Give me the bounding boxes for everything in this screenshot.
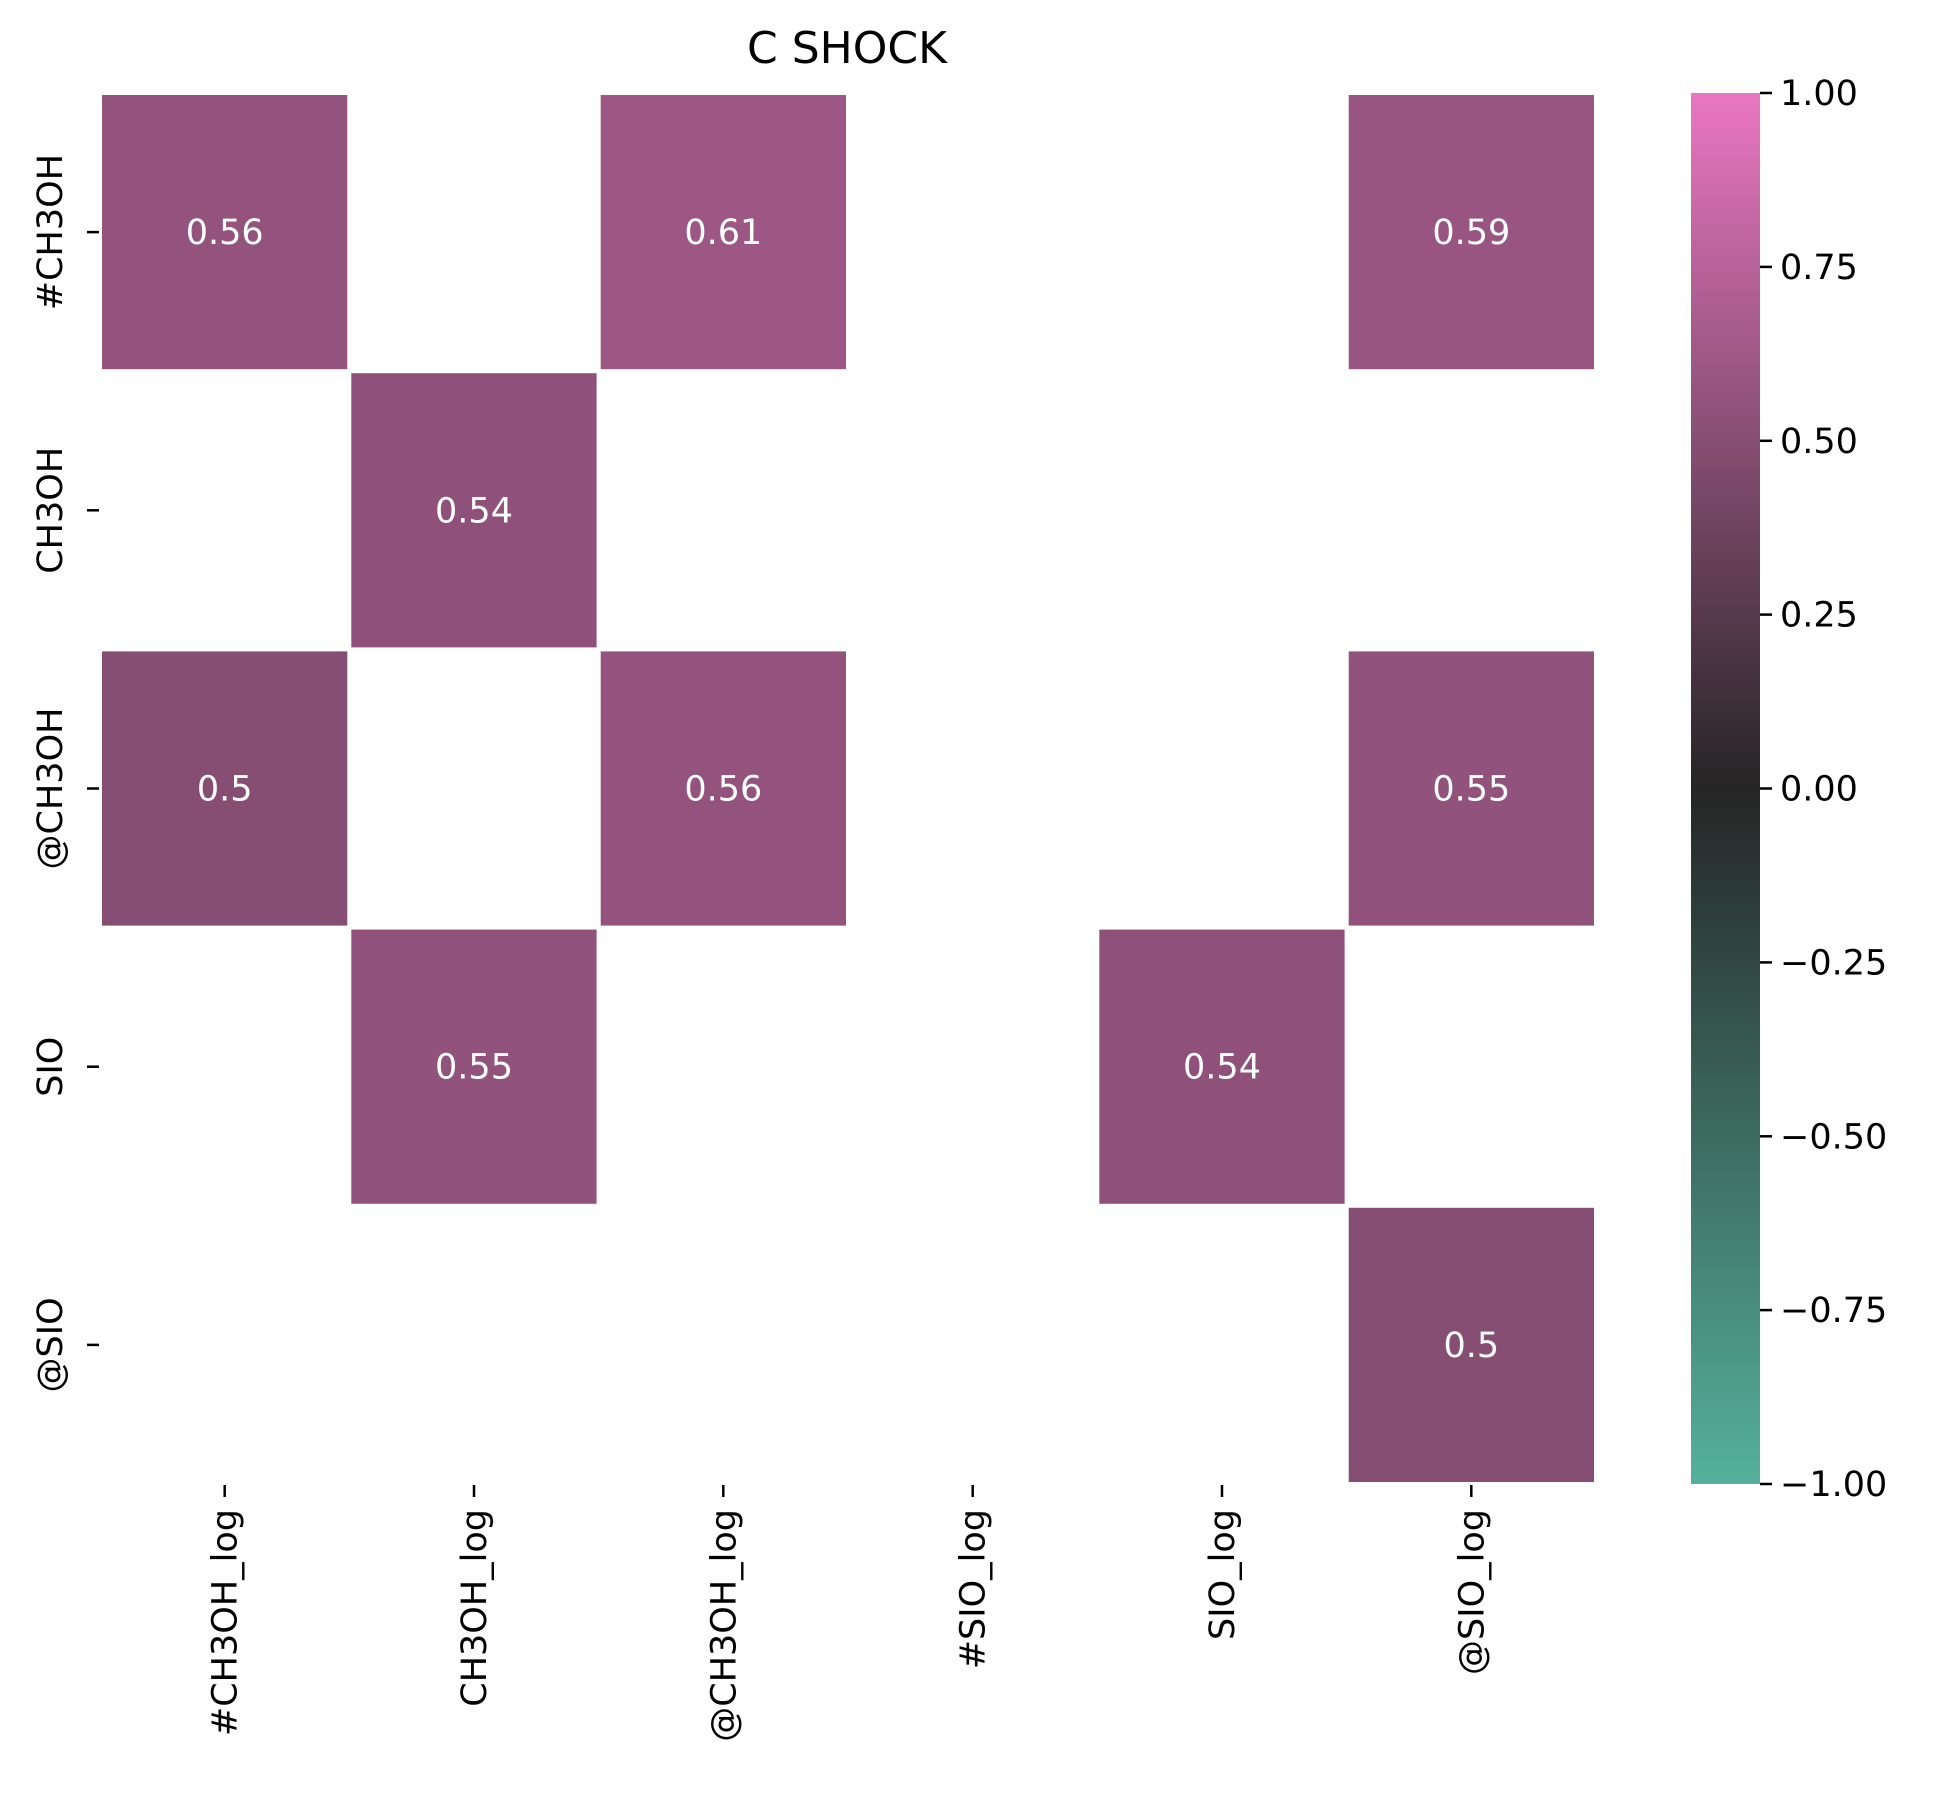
heatmap-cells: 0.56 0.61 0.59 0.54 0.5 0.56 0.55 0.55 0.54 0.5 xyxy=(102,95,1594,1482)
x-tick-label: CH3OH_log xyxy=(455,1509,495,1707)
colorbar-ticks: 1.00 0.75 0.50 0.25 0.00 −0.25 −0.50 −0.75 −1.00 xyxy=(1760,74,1887,1505)
heatmap-cell xyxy=(351,373,597,648)
heatmap-cell xyxy=(1348,1207,1594,1482)
y-tick-label: #CH3OH xyxy=(31,154,71,310)
colorbar-tick-label: −0.75 xyxy=(1780,1291,1887,1331)
cell-value-label: 0.61 xyxy=(684,213,762,253)
y-axis: #CH3OH CH3OH @CH3OH SIO @SIO xyxy=(31,154,99,1392)
cell-value-label: 0.54 xyxy=(1183,1048,1261,1088)
cell-value-label: 0.5 xyxy=(1443,1326,1499,1366)
x-axis: #CH3OH_log CH3OH_log @CH3OH_log #SIO_log SIO… xyxy=(206,1485,1492,1742)
colorbar-tick-label: 0.50 xyxy=(1780,422,1858,462)
colorbar-tick-label: −1.00 xyxy=(1780,1465,1887,1505)
cell-value-label: 0.54 xyxy=(435,491,513,531)
heatmap-cell xyxy=(351,929,597,1204)
x-tick-label: #CH3OH_log xyxy=(206,1509,246,1736)
y-tick-label: SIO xyxy=(31,1037,71,1097)
chart-title: C SHOCK xyxy=(747,23,948,74)
heatmap-cell xyxy=(102,651,348,926)
heatmap-cell xyxy=(1099,929,1345,1204)
heatmap-cell xyxy=(600,95,846,370)
cell-value-label: 0.55 xyxy=(1432,770,1510,810)
x-tick-label: #SIO_log xyxy=(954,1509,994,1669)
colorbar-tick-label: −0.50 xyxy=(1780,1117,1887,1157)
colorbar-tick-label: 0.00 xyxy=(1780,770,1858,810)
cell-value-label: 0.56 xyxy=(684,770,762,810)
cell-value-label: 0.56 xyxy=(186,213,264,253)
heatmap-cell xyxy=(1348,651,1594,926)
colorbar-tick-label: 1.00 xyxy=(1780,74,1858,114)
colorbar-tick-label: 0.25 xyxy=(1780,596,1858,636)
colorbar-tick-label: 0.75 xyxy=(1780,248,1858,288)
x-tick-label: SIO_log xyxy=(1203,1509,1243,1640)
y-tick-label: @SIO xyxy=(31,1297,71,1392)
colorbar: 1.00 0.75 0.50 0.25 0.00 −0.25 −0.50 −0.75 −1.00 xyxy=(1691,74,1887,1505)
y-tick-label: CH3OH xyxy=(31,447,71,574)
x-tick-label: @SIO_log xyxy=(1452,1509,1492,1675)
heatmap-cell xyxy=(600,651,846,926)
cell-value-label: 0.5 xyxy=(197,770,253,810)
cell-value-label: 0.55 xyxy=(435,1048,513,1088)
heatmap-cell xyxy=(1348,95,1594,370)
cell-value-label: 0.59 xyxy=(1432,213,1510,253)
colorbar-tick-label: −0.25 xyxy=(1780,943,1887,983)
y-tick-label: @CH3OH xyxy=(31,708,71,870)
x-tick-label: @CH3OH_log xyxy=(704,1509,744,1742)
colorbar-gradient xyxy=(1691,93,1760,1484)
heatmap-cell xyxy=(102,95,348,370)
